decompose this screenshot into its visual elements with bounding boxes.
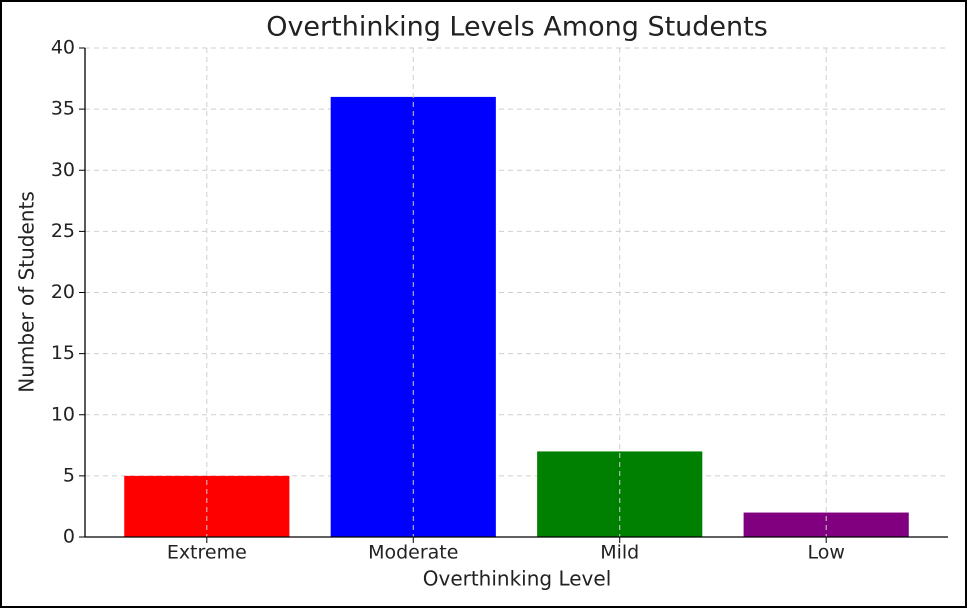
y-tick-label: 40 — [51, 37, 75, 59]
y-tick-label: 5 — [63, 464, 75, 486]
x-tick-label: Mild — [600, 542, 639, 564]
y-tick-label: 25 — [51, 220, 75, 242]
chart-title: Overthinking Levels Among Students — [266, 12, 768, 43]
y-tick-label: 30 — [51, 159, 75, 181]
y-tick-label: 20 — [51, 281, 75, 303]
y-tick-label: 10 — [51, 403, 75, 425]
x-tick-label: Low — [807, 542, 844, 564]
y-tick-label: 15 — [51, 342, 75, 364]
x-tick-label: Extreme — [167, 542, 247, 564]
y-tick-label: 35 — [51, 98, 75, 120]
y-axis-label: Number of Students — [15, 191, 39, 392]
y-tick-label: 0 — [63, 526, 75, 548]
bar — [330, 96, 496, 538]
x-axis-label: Overthinking Level — [423, 567, 612, 591]
x-tick-label: Moderate — [368, 542, 458, 564]
